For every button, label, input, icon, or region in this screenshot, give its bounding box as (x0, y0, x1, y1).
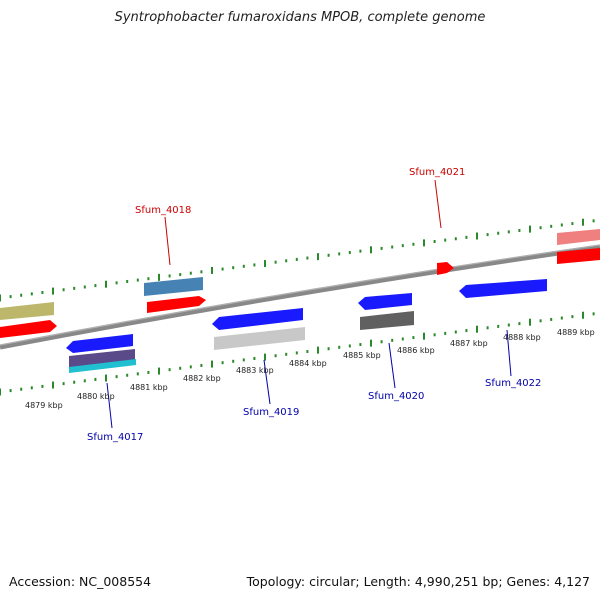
ruler-label: 4885 kbp (343, 351, 381, 360)
gene-label-sfum-4021[interactable]: Sfum_4021 (409, 167, 465, 178)
ruler-label: 4880 kbp (77, 392, 115, 401)
outer-tick-ruler (0, 218, 595, 302)
cds-feature-blue[interactable] (459, 279, 547, 298)
cds-feature-blue[interactable] (212, 308, 303, 330)
ruler-label: 4888 kbp (503, 333, 541, 342)
gene-label-sfum-4019[interactable]: Sfum_4019 (243, 407, 299, 418)
cds-feature-red[interactable] (0, 320, 57, 338)
accession-text: Accession: NC_008554 (9, 574, 152, 589)
inner-tick-ruler (0, 311, 595, 396)
ruler-labels: 4879 kbp 4880 kbp 4881 kbp 4882 kbp 4883… (25, 328, 595, 410)
ruler-label: 4884 kbp (289, 359, 327, 368)
gene-leader-lines (106, 179, 512, 429)
cds-feature-blue[interactable] (358, 293, 412, 310)
cds-feature-lightgray[interactable] (214, 327, 305, 350)
cds-feature-pink[interactable] (557, 229, 600, 245)
ruler-label: 4882 kbp (183, 374, 221, 383)
ruler-label: 4889 kbp (557, 328, 595, 337)
ruler-label: 4883 kbp (236, 366, 274, 375)
cds-feature-red[interactable] (437, 262, 454, 275)
genome-backbone-highlight (0, 244, 600, 346)
cds-feature-steelblue[interactable] (144, 277, 203, 296)
cds-feature-cyan[interactable] (69, 359, 136, 373)
genome-summary-text: Topology: circular; Length: 4,990,251 bp… (246, 574, 590, 589)
reverse-features (66, 279, 547, 373)
genome-backbone (0, 244, 600, 350)
ruler-label: 4886 kbp (397, 346, 435, 355)
ruler-label: 4881 kbp (130, 383, 168, 392)
map-title: Syntrophobacter fumaroxidans MPOB, compl… (114, 10, 486, 25)
gene-label-sfum-4017[interactable]: Sfum_4017 (87, 432, 143, 443)
ruler-label: 4879 kbp (25, 401, 63, 410)
cds-feature-red[interactable] (557, 248, 600, 264)
ruler-label: 4887 kbp (450, 339, 488, 348)
gene-label-sfum-4020[interactable]: Sfum_4020 (368, 391, 424, 402)
cds-feature-khaki[interactable] (0, 302, 54, 320)
cds-feature-darkgray[interactable] (360, 311, 414, 330)
cds-feature-red[interactable] (147, 296, 206, 313)
gene-labels: Sfum_4018 Sfum_4021 Sfum_4017 Sfum_4019 … (87, 167, 541, 443)
gene-label-sfum-4018[interactable]: Sfum_4018 (135, 205, 191, 216)
forward-features (0, 229, 600, 338)
gene-label-sfum-4022[interactable]: Sfum_4022 (485, 378, 541, 389)
cds-feature-blue[interactable] (66, 334, 133, 353)
